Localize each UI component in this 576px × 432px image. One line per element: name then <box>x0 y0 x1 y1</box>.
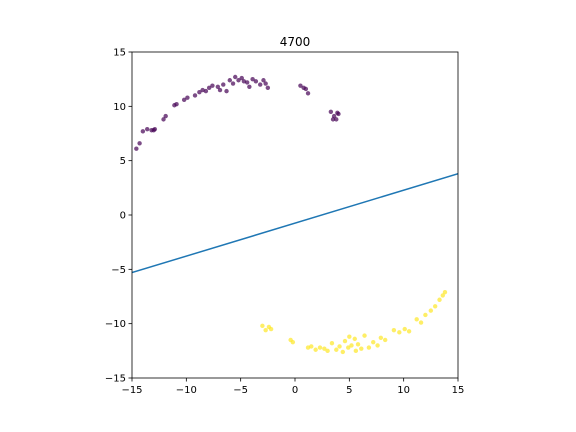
data-point-class1 <box>397 330 402 335</box>
data-point-class0 <box>221 82 226 87</box>
data-point-class0 <box>206 85 212 91</box>
x-tick-label: 10 <box>397 385 410 396</box>
y-tick-label: 0 <box>120 211 126 222</box>
y-tick-label: 10 <box>113 102 126 113</box>
data-point-class1 <box>442 289 448 295</box>
data-point-class1 <box>263 327 268 333</box>
data-point-class1 <box>359 346 364 351</box>
x-tick-label: −15 <box>121 385 142 396</box>
data-point-class1 <box>382 337 388 343</box>
data-point-class1 <box>313 347 318 352</box>
data-point-class0 <box>152 126 158 132</box>
data-point-class0 <box>134 146 139 151</box>
chart-title: 4700 <box>280 35 311 49</box>
data-point-class0 <box>137 141 142 146</box>
data-point-class1 <box>366 345 372 350</box>
y-tick-label: −5 <box>111 265 126 276</box>
data-point-class0 <box>233 74 238 80</box>
data-point-class0 <box>247 84 252 89</box>
data-point-class1 <box>371 339 376 345</box>
data-point-class0 <box>335 110 340 116</box>
data-point-class0 <box>303 86 309 92</box>
data-point-class1 <box>352 336 357 342</box>
data-point-class0 <box>217 87 223 93</box>
data-point-class0 <box>210 83 215 88</box>
data-point-class1 <box>325 348 330 354</box>
data-point-class1 <box>322 346 327 351</box>
data-point-class0 <box>227 78 232 83</box>
data-point-class1 <box>432 304 438 309</box>
data-point-class1 <box>423 312 428 318</box>
decision-boundary-line <box>132 172 458 274</box>
data-point-class1 <box>329 341 335 346</box>
y-tick-label: −15 <box>105 374 126 385</box>
data-point-class1 <box>428 308 434 313</box>
data-point-class1 <box>375 343 380 348</box>
data-point-class1 <box>347 334 352 339</box>
data-point-class0 <box>334 117 339 122</box>
data-point-class1 <box>334 347 339 352</box>
data-point-class0 <box>263 81 268 86</box>
data-point-class1 <box>260 323 265 329</box>
y-tick-label: −10 <box>105 319 126 330</box>
data-point-class0 <box>239 75 244 81</box>
data-point-class1 <box>268 326 274 332</box>
data-point-class1 <box>309 344 314 349</box>
data-point-class1 <box>317 345 323 350</box>
data-point-class0 <box>192 93 198 98</box>
data-point-class0 <box>197 90 202 95</box>
chart-marks <box>132 74 458 355</box>
x-tick-label: 0 <box>292 385 298 396</box>
data-point-class1 <box>355 342 361 347</box>
data-point-class0 <box>224 88 229 94</box>
data-point-class1 <box>391 327 397 333</box>
x-tick-label: 15 <box>452 385 465 396</box>
data-point-class1 <box>340 349 346 355</box>
data-point-class0 <box>258 82 263 87</box>
data-point-class1 <box>440 293 445 298</box>
data-point-class1 <box>342 338 348 344</box>
y-tick-label: 5 <box>120 156 126 167</box>
data-point-class0 <box>261 78 266 83</box>
axes: −15 −10 −5 0 5 10 15 −15 −10 −5 0 5 10 15 <box>105 48 464 397</box>
data-point-class1 <box>346 345 351 350</box>
data-point-class1 <box>337 344 342 349</box>
x-tick-label: −5 <box>233 385 248 396</box>
data-point-class0 <box>244 80 250 85</box>
data-point-class1 <box>406 329 412 334</box>
data-point-class0 <box>145 126 150 132</box>
x-tick-label: −10 <box>176 385 197 396</box>
data-point-class1 <box>349 343 354 348</box>
data-point-class1 <box>378 335 384 340</box>
data-point-class1 <box>437 297 442 302</box>
data-point-class0 <box>215 84 221 89</box>
data-point-class0 <box>305 91 311 96</box>
data-point-class0 <box>174 101 179 107</box>
data-point-class0 <box>253 79 259 84</box>
data-point-class0 <box>163 113 168 119</box>
data-point-class0 <box>330 117 336 122</box>
data-point-class1 <box>418 320 424 325</box>
data-point-class0 <box>265 85 271 91</box>
data-point-class0 <box>161 117 166 122</box>
y-tick-label: 15 <box>113 48 126 59</box>
data-point-class0 <box>236 78 241 83</box>
data-point-class1 <box>353 348 359 354</box>
data-point-class0 <box>140 129 146 134</box>
data-point-class0 <box>250 76 255 82</box>
data-point-class0 <box>328 109 334 114</box>
data-point-class1 <box>414 317 419 322</box>
data-point-class0 <box>185 95 190 100</box>
data-point-class0 <box>298 83 303 88</box>
data-point-class1 <box>402 326 407 332</box>
data-point-class1 <box>362 333 367 338</box>
data-point-class0 <box>203 88 209 94</box>
data-point-class0 <box>181 97 187 103</box>
data-point-class0 <box>230 81 236 86</box>
x-tick-label: 5 <box>346 385 352 396</box>
data-point-class1 <box>290 339 296 345</box>
